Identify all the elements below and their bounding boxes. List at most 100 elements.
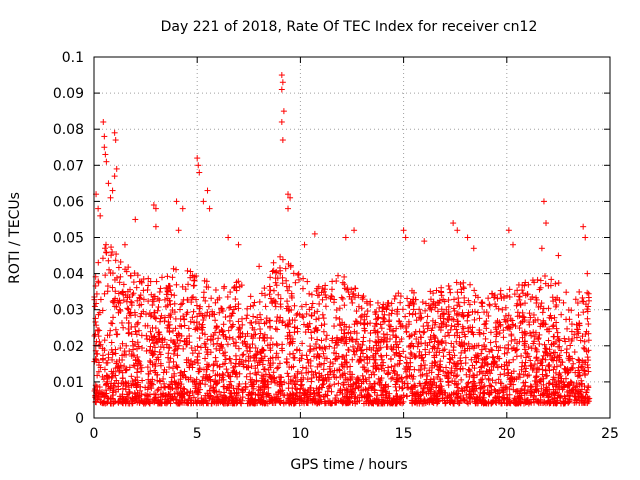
- data-point: [360, 334, 367, 341]
- data-point: [558, 311, 565, 318]
- data-point: [346, 324, 353, 331]
- data-point: [222, 356, 229, 363]
- data-point: [291, 302, 298, 309]
- data-point: [563, 289, 570, 296]
- data-point: [478, 299, 485, 306]
- data-point: [329, 278, 336, 285]
- data-point: [498, 363, 505, 370]
- data-point: [447, 289, 454, 296]
- outlier-point: [582, 234, 589, 241]
- x-tick-label: 5: [193, 426, 202, 442]
- data-point: [555, 279, 562, 286]
- data-point: [104, 359, 111, 366]
- data-point: [316, 344, 323, 351]
- data-point: [124, 305, 131, 312]
- data-point: [181, 322, 188, 329]
- data-point: [159, 274, 166, 281]
- data-point: [156, 318, 163, 325]
- data-point: [536, 340, 543, 347]
- outlier-point: [540, 198, 547, 205]
- data-point: [313, 316, 320, 323]
- data-point: [179, 300, 186, 307]
- data-point: [212, 317, 219, 324]
- data-point: [585, 337, 592, 344]
- data-point: [344, 285, 351, 292]
- data-point: [387, 356, 394, 363]
- data-point: [104, 283, 111, 290]
- data-point: [102, 272, 109, 279]
- data-point: [318, 337, 325, 344]
- data-point: [161, 296, 168, 303]
- data-point: [177, 337, 184, 344]
- outlier-point: [225, 234, 232, 241]
- data-point: [252, 318, 259, 325]
- data-point: [494, 364, 501, 371]
- data-point: [476, 331, 483, 338]
- data-point: [322, 303, 329, 310]
- data-point: [109, 320, 116, 327]
- data-point: [179, 283, 186, 290]
- data-point: [554, 329, 561, 336]
- data-point: [284, 287, 291, 294]
- data-point: [331, 381, 338, 388]
- data-point: [402, 313, 409, 320]
- data-point: [178, 323, 185, 330]
- data-point: [171, 300, 178, 307]
- data-point: [101, 245, 108, 252]
- data-point: [293, 312, 300, 319]
- data-point: [286, 351, 293, 358]
- data-point: [537, 277, 544, 284]
- data-point: [188, 299, 195, 306]
- data-point: [457, 281, 464, 288]
- outlier-point: [555, 252, 562, 259]
- data-point: [416, 328, 423, 335]
- data-point: [283, 277, 290, 284]
- data-point: [538, 359, 545, 366]
- data-point: [156, 288, 163, 295]
- data-point: [106, 266, 113, 273]
- data-point: [185, 325, 192, 332]
- data-point: [316, 300, 323, 307]
- data-point: [112, 326, 119, 333]
- data-point: [424, 313, 431, 320]
- data-point: [539, 356, 546, 363]
- data-point: [482, 320, 489, 327]
- data-point: [272, 300, 279, 307]
- data-point: [416, 306, 423, 313]
- data-point: [464, 317, 471, 324]
- data-point: [126, 364, 133, 371]
- data-point: [109, 373, 116, 380]
- data-point: [575, 356, 582, 363]
- data-point: [485, 295, 492, 302]
- outlier-point: [311, 230, 318, 237]
- data-point: [567, 342, 574, 349]
- data-point: [273, 350, 280, 357]
- data-point: [360, 320, 367, 327]
- data-point: [190, 308, 197, 315]
- outlier-point: [111, 129, 118, 136]
- data-point: [446, 286, 453, 293]
- data-point: [446, 332, 453, 339]
- data-point: [333, 314, 340, 321]
- data-point: [248, 319, 255, 326]
- outlier-point: [280, 108, 287, 115]
- data-point: [299, 313, 306, 320]
- data-point: [470, 378, 477, 385]
- data-point: [443, 364, 450, 371]
- data-point: [392, 333, 399, 340]
- data-point: [352, 285, 359, 292]
- outlier-point: [179, 205, 186, 212]
- data-point: [397, 299, 404, 306]
- outlier-point: [101, 144, 108, 151]
- data-point: [385, 364, 392, 371]
- data-point: [349, 299, 356, 306]
- data-point: [374, 299, 381, 306]
- data-point: [548, 276, 555, 283]
- data-point: [584, 354, 591, 361]
- data-point: [508, 337, 515, 344]
- data-point: [579, 298, 586, 305]
- data-point: [277, 253, 284, 260]
- data-point: [454, 310, 461, 317]
- data-point: [186, 364, 193, 371]
- outlier-point: [509, 241, 516, 248]
